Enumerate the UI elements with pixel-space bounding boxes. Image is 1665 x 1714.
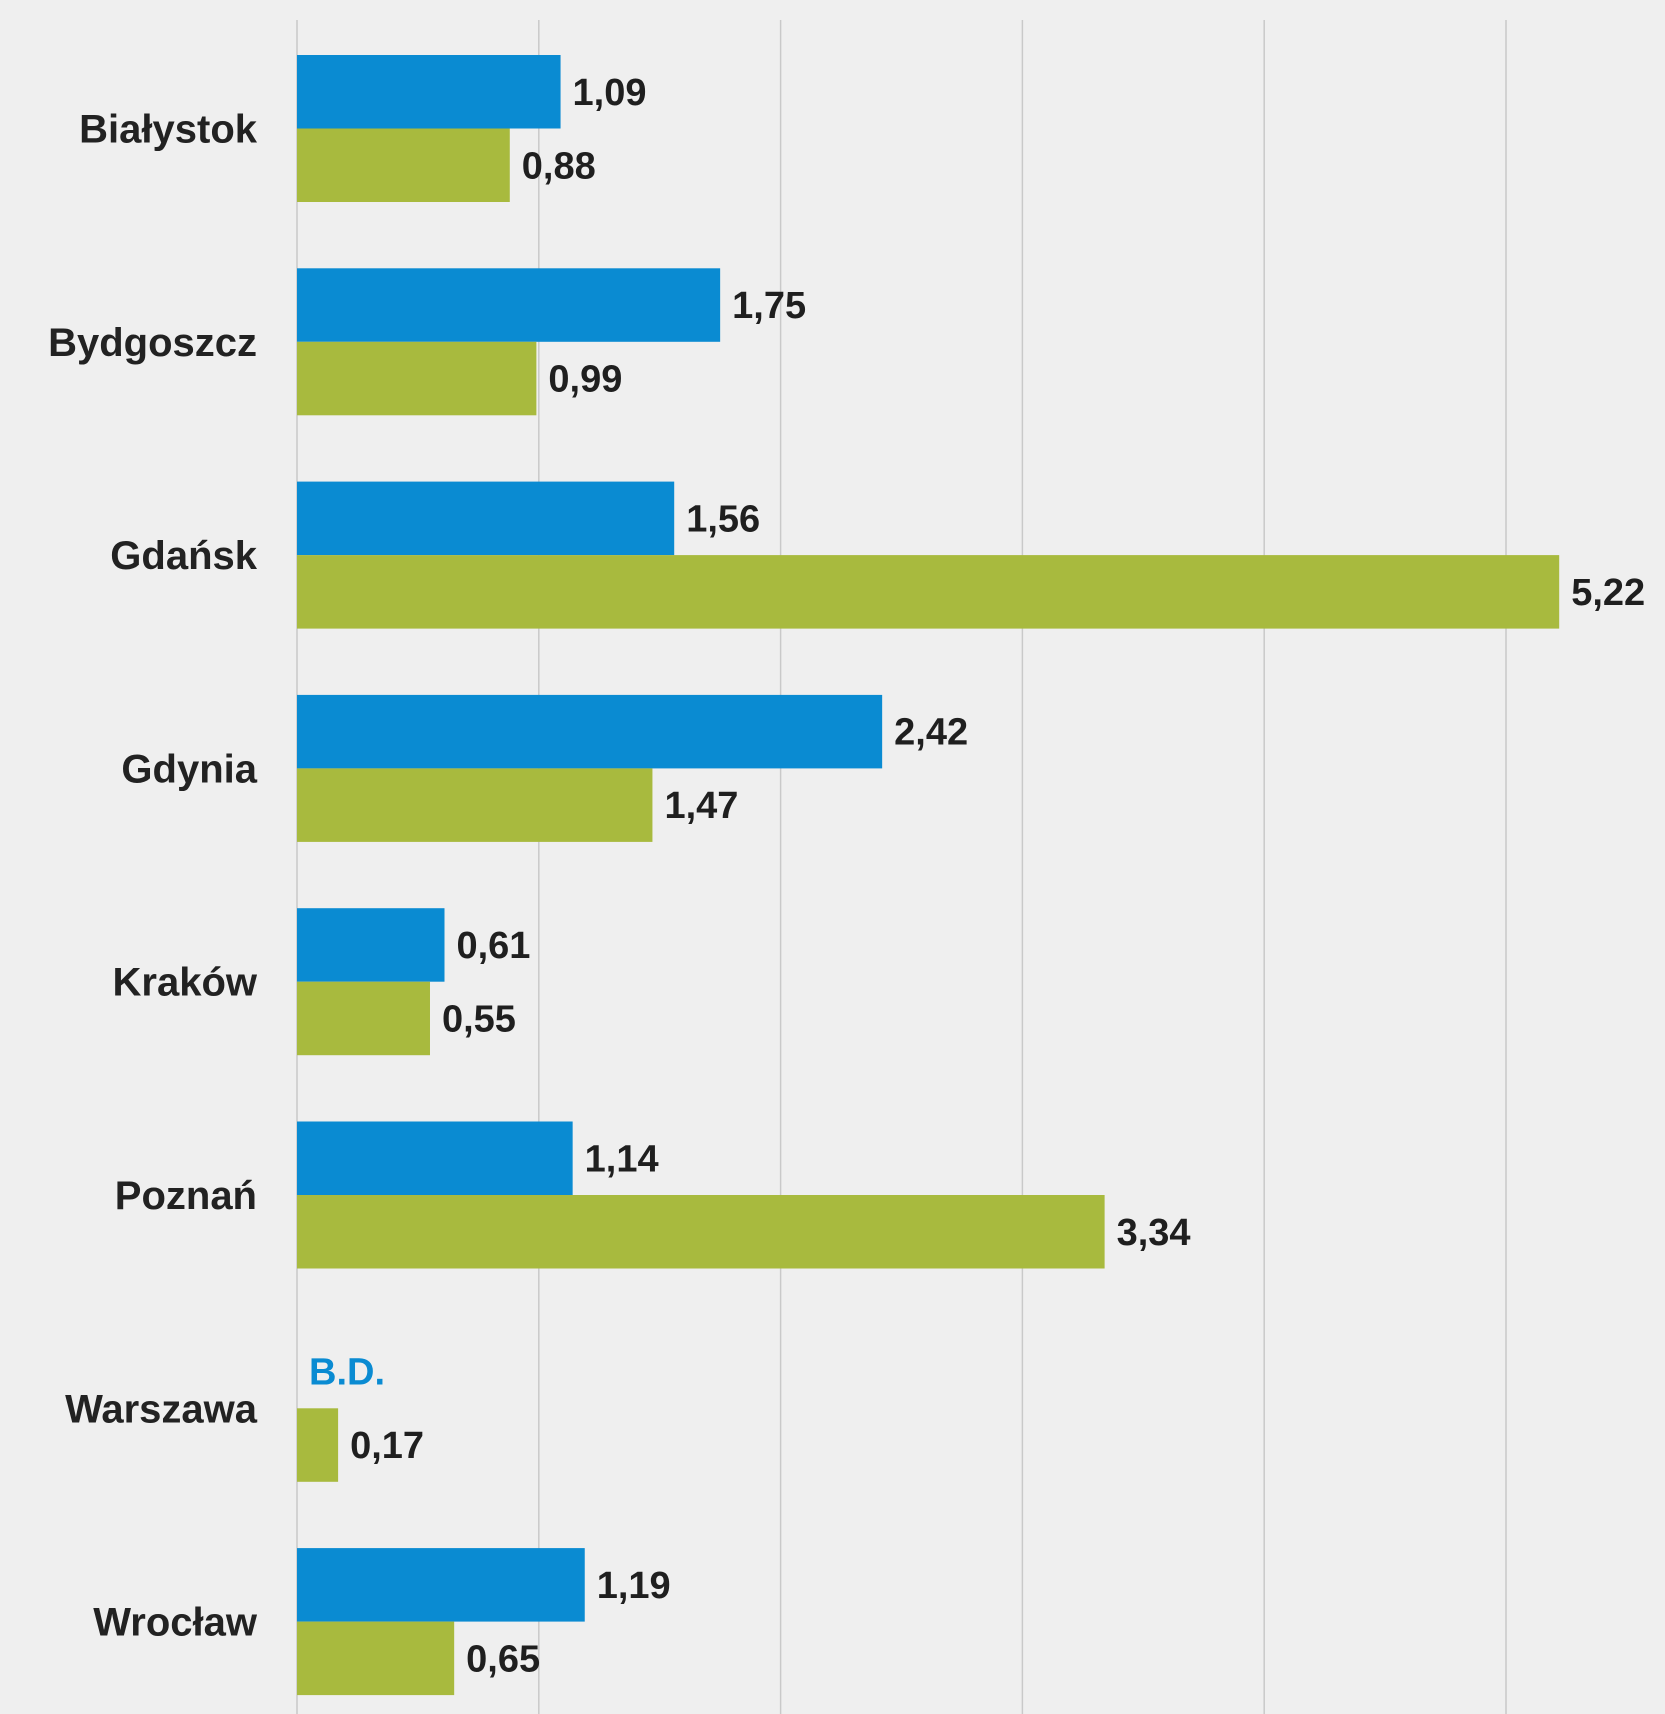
bar — [297, 1621, 455, 1696]
bar — [297, 481, 675, 556]
value-label: 0,17 — [350, 1425, 424, 1467]
category-label: Gdynia — [121, 747, 257, 791]
value-label: 0,61 — [456, 925, 530, 967]
bar — [297, 1121, 573, 1195]
bar — [297, 1548, 585, 1622]
category-label: Gdańsk — [110, 534, 257, 578]
category-label: Warszawa — [65, 1387, 258, 1431]
category-label: Wrocław — [93, 1601, 258, 1645]
bar — [297, 341, 537, 416]
value-label: 0,65 — [466, 1638, 540, 1680]
value-label: 1,09 — [573, 72, 647, 114]
category-label: Białystok — [79, 108, 258, 152]
value-label: 5,22 — [1571, 572, 1645, 614]
no-data-label: B.D. — [309, 1352, 385, 1394]
bar — [297, 1408, 339, 1482]
bar — [297, 768, 653, 842]
value-label: 3,34 — [1117, 1212, 1191, 1254]
value-label: 0,99 — [548, 359, 622, 401]
value-label: 2,42 — [894, 712, 968, 754]
category-labels: Białystok Bydgoszcz Gdańsk Gdynia Kraków Pozn… — [48, 108, 258, 1645]
value-label: 1,19 — [597, 1565, 671, 1607]
bar — [297, 1195, 1105, 1269]
value-label: 1,47 — [664, 785, 738, 827]
value-label: 1,75 — [732, 285, 806, 327]
category-label: Poznań — [115, 1174, 257, 1218]
category-label: Kraków — [113, 961, 258, 1005]
value-label: 1,56 — [686, 498, 760, 540]
value-label: 0,88 — [522, 145, 596, 187]
bar — [297, 55, 561, 129]
bar — [297, 555, 1560, 629]
bars — [297, 55, 1560, 1696]
bar — [297, 908, 445, 982]
bar — [297, 694, 883, 769]
value-labels: 1,09 0,88 1,75 0,99 1,56 5,22 2,42 1,47 0,61 0,55… — [309, 72, 1645, 1681]
bar — [297, 268, 721, 342]
value-label: 1,14 — [585, 1138, 659, 1180]
category-label: Bydgoszcz — [48, 321, 257, 365]
bar — [297, 128, 510, 202]
value-label: 0,55 — [442, 998, 516, 1040]
bar — [297, 981, 430, 1056]
